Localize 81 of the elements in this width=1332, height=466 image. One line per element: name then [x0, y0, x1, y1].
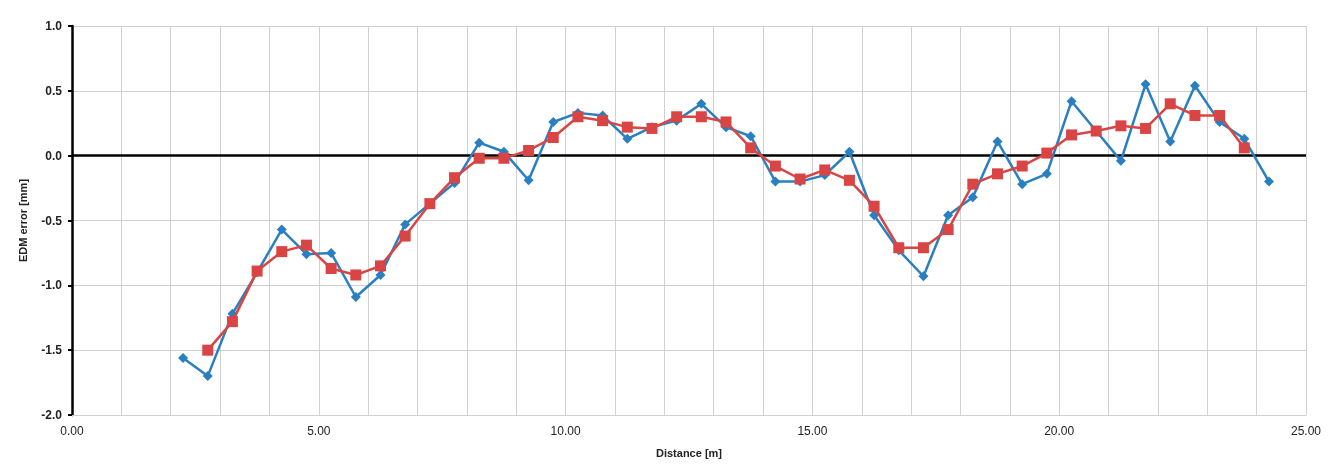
- point: [695, 111, 707, 123]
- point: [671, 111, 683, 123]
- point: [572, 111, 584, 123]
- point: [350, 269, 362, 281]
- point: [1164, 98, 1176, 110]
- point: [449, 172, 461, 184]
- point: [992, 136, 1003, 147]
- point: [844, 146, 855, 157]
- x-tick-label: 15.00: [797, 424, 828, 438]
- point: [770, 176, 781, 187]
- x-tick-label: 5.00: [307, 424, 331, 438]
- point: [869, 210, 880, 221]
- point: [745, 142, 757, 154]
- point: [399, 230, 411, 242]
- point: [943, 210, 954, 221]
- point: [202, 371, 213, 382]
- point: [942, 224, 954, 236]
- point: [1017, 179, 1028, 190]
- point: [868, 200, 880, 212]
- x-tick-label: 0.00: [60, 424, 84, 438]
- point: [745, 131, 756, 142]
- point: [400, 219, 411, 230]
- point: [1238, 142, 1250, 154]
- point: [178, 352, 189, 363]
- point: [843, 174, 855, 186]
- point: [1214, 109, 1226, 121]
- point: [967, 192, 978, 203]
- point: [819, 164, 831, 176]
- point: [326, 247, 337, 258]
- x-axis-title: Distance [m]: [655, 446, 723, 459]
- point: [992, 168, 1003, 180]
- point: [276, 246, 288, 258]
- point: [300, 239, 312, 251]
- y-tick-label: 1.0: [45, 19, 63, 33]
- point: [622, 133, 633, 144]
- point: [1189, 109, 1201, 121]
- point: [325, 262, 337, 274]
- y-tick-label: -1.0: [41, 278, 63, 293]
- point: [523, 175, 534, 186]
- point: [720, 116, 732, 128]
- point: [1140, 122, 1152, 134]
- y-tick-label: -2.0: [41, 408, 63, 422]
- point: [1016, 160, 1028, 172]
- point: [350, 292, 361, 302]
- y-tick-label: 0.5: [45, 83, 63, 98]
- point: [696, 98, 707, 109]
- point: [967, 178, 979, 190]
- y-tick-label: -0.5: [41, 213, 63, 228]
- point: [1066, 96, 1077, 107]
- point: [769, 160, 781, 172]
- point: [1239, 133, 1250, 144]
- point: [202, 344, 214, 356]
- point: [621, 121, 633, 133]
- point: [474, 137, 485, 148]
- point: [375, 260, 386, 272]
- point: [917, 242, 929, 254]
- point: [918, 271, 929, 282]
- point: [1115, 120, 1127, 132]
- point: [548, 116, 559, 127]
- y-tick-label: -1.5: [41, 343, 63, 358]
- point: [301, 249, 312, 260]
- point: [1140, 79, 1151, 90]
- x-tick-label: 10.00: [550, 424, 581, 438]
- y-axis-title: EDM error [mm]: [16, 178, 29, 263]
- point: [1263, 176, 1274, 187]
- point: [1066, 129, 1078, 141]
- x-tick-label: 20.00: [1044, 424, 1075, 438]
- point: [226, 316, 238, 328]
- x-tick-label: 25.00: [1290, 424, 1322, 438]
- point: [276, 224, 287, 235]
- point: [597, 115, 609, 127]
- point: [1041, 147, 1053, 159]
- y-tick-label: 0.0: [45, 148, 63, 163]
- point: [1041, 168, 1052, 179]
- point: [1115, 155, 1126, 166]
- point: [473, 152, 485, 164]
- point: [1165, 136, 1176, 147]
- point: [1189, 80, 1200, 91]
- point: [498, 152, 510, 164]
- point: [547, 132, 559, 144]
- point: [523, 144, 535, 156]
